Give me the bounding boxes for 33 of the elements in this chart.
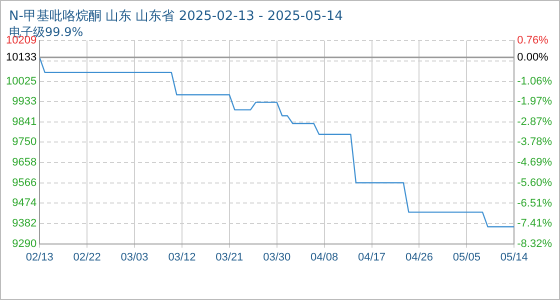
x-tick-label: 04/08: [310, 251, 338, 264]
x-tick-label: 05/05: [452, 251, 480, 264]
y-tick-label: 9566: [12, 176, 37, 189]
y2-tick-label: -4.69%: [517, 156, 552, 169]
y2-tick-label: -7.41%: [517, 217, 552, 230]
y-tick-label: 9290: [12, 238, 37, 250]
x-tick-label: 02/22: [73, 251, 101, 264]
y2-tick-label: -1.06%: [517, 75, 552, 88]
x-tick-label: 04/17: [358, 251, 386, 264]
y2-tick-label: -3.78%: [517, 136, 552, 148]
x-tick-label: 03/03: [120, 251, 148, 264]
x-tick-label: 02/13: [26, 251, 54, 264]
y2-tick-label: -8.32%: [517, 238, 552, 250]
y2-tick-label: -6.51%: [517, 197, 552, 210]
y-tick-label: 9382: [12, 217, 37, 230]
y2-tick-label: -2.87%: [517, 116, 552, 128]
chart-title: N-甲基吡咯烷酮 山东 山东省 2025-02-13 - 2025-05-14: [9, 8, 343, 25]
y-tick-label: 9658: [12, 156, 37, 168]
y-tick-label: 10133: [6, 51, 37, 64]
y2-tick-label: 0.00%: [517, 52, 549, 64]
x-tick-label: 03/12: [168, 251, 196, 264]
y-tick-label: 9933: [12, 96, 37, 108]
y-tick-label: 9750: [12, 136, 37, 148]
x-tick-label: 03/30: [263, 251, 291, 264]
x-tick-label: 05/14: [500, 251, 528, 264]
x-tick-label: 04/26: [405, 251, 433, 264]
y-tick-label: 9474: [12, 197, 37, 210]
y2-tick-label: -5.60%: [517, 176, 552, 189]
y2-tick-label: 0.76%: [517, 34, 549, 47]
y2-tick-label: -1.97%: [517, 96, 552, 108]
y-tick-label: 10025: [6, 75, 37, 88]
y-tick-label: 9841: [12, 116, 37, 128]
x-tick-label: 03/21: [216, 251, 244, 264]
